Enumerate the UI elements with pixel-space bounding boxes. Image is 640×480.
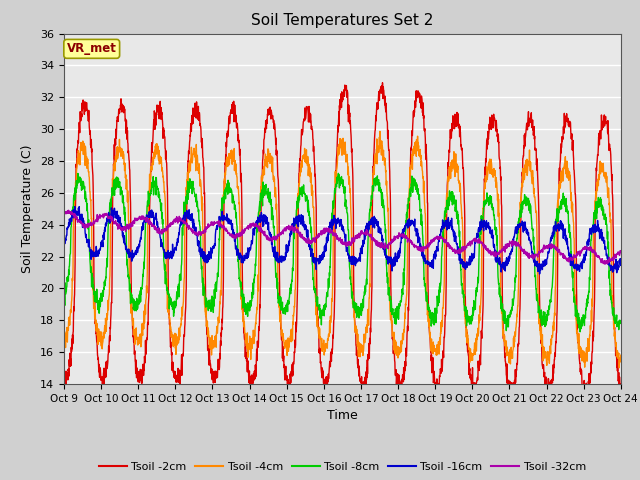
Tsoil -32cm [65,207,72,213]
Tsoil -2cm [216,367,223,372]
Tsoil -16cm [504,254,512,260]
Line: Tsoil -16cm: Tsoil -16cm [64,206,621,274]
Tsoil -16cm [359,243,367,249]
X-axis label: Time: Time [327,409,358,422]
Tsoil -32cm [371,239,379,244]
Text: VR_met: VR_met [67,42,116,55]
Tsoil -16cm [584,241,591,247]
Title: Soil Temperatures Set 2: Soil Temperatures Set 2 [252,13,433,28]
Tsoil -2cm [584,384,591,390]
Tsoil -32cm [602,261,609,267]
Line: Tsoil -32cm: Tsoil -32cm [64,210,621,264]
Legend: Tsoil -2cm, Tsoil -4cm, Tsoil -8cm, Tsoil -16cm, Tsoil -32cm: Tsoil -2cm, Tsoil -4cm, Tsoil -8cm, Tsoi… [95,457,590,477]
Tsoil -8cm [568,259,575,265]
Tsoil -4cm [60,332,68,337]
Tsoil -32cm [568,257,575,263]
Tsoil -8cm [216,236,223,241]
Tsoil -2cm [379,80,387,85]
Tsoil -32cm [504,243,512,249]
Tsoil -4cm [358,348,366,354]
Tsoil -16cm [60,240,68,246]
Tsoil -4cm [371,160,378,166]
Tsoil -16cm [216,218,223,224]
Tsoil -16cm [76,204,83,209]
Tsoil -4cm [616,365,623,371]
Tsoil -32cm [584,246,591,252]
Tsoil -2cm [504,381,512,387]
Tsoil -8cm [584,299,591,305]
Tsoil -2cm [371,136,378,142]
Tsoil -8cm [617,320,625,325]
Tsoil -4cm [584,349,591,355]
Tsoil -16cm [617,261,625,267]
Tsoil -4cm [568,199,575,204]
Tsoil -32cm [359,229,367,235]
Tsoil -8cm [335,170,342,176]
Y-axis label: Soil Temperature (C): Soil Temperature (C) [22,144,35,273]
Tsoil -8cm [504,324,512,330]
Tsoil -4cm [376,129,384,134]
Tsoil -2cm [508,399,516,405]
Tsoil -8cm [371,180,379,186]
Tsoil -8cm [60,297,68,302]
Line: Tsoil -8cm: Tsoil -8cm [64,173,621,332]
Line: Tsoil -2cm: Tsoil -2cm [64,83,621,402]
Tsoil -16cm [536,271,543,277]
Tsoil -2cm [60,362,68,368]
Tsoil -4cm [617,352,625,358]
Line: Tsoil -4cm: Tsoil -4cm [64,132,621,368]
Tsoil -8cm [359,300,367,305]
Tsoil -32cm [617,249,625,255]
Tsoil -4cm [504,352,512,358]
Tsoil -16cm [371,215,379,220]
Tsoil -16cm [568,258,576,264]
Tsoil -2cm [568,131,576,137]
Tsoil -4cm [216,312,223,318]
Tsoil -32cm [216,220,223,226]
Tsoil -2cm [617,392,625,397]
Tsoil -8cm [576,329,584,335]
Tsoil -2cm [358,389,366,395]
Tsoil -32cm [60,211,68,217]
